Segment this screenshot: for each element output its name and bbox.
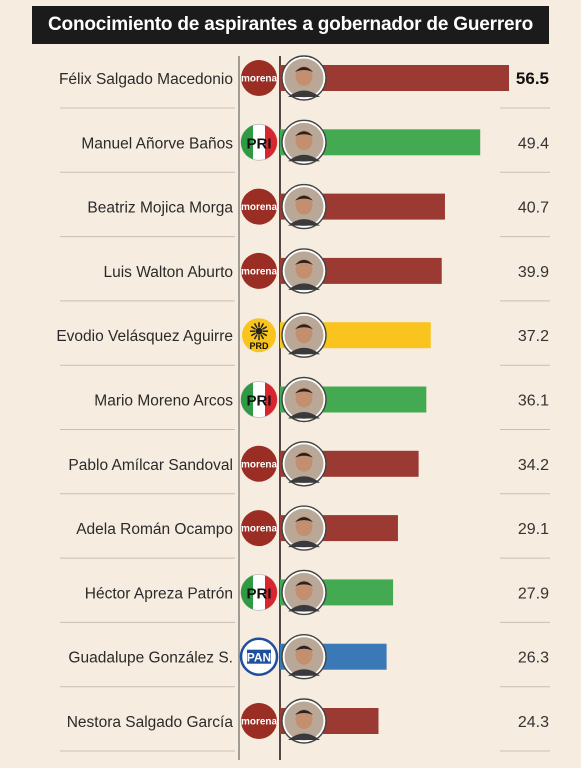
chart-title: Conocimiento de aspirantes a gobernador … (32, 6, 549, 44)
category-label: Adela Román Ocampo (76, 521, 233, 538)
category-label: Mario Moreno Arcos (94, 393, 233, 410)
morena-logo-icon: morena (241, 445, 278, 482)
svg-text:morena: morena (241, 459, 278, 470)
value-label: 40.7 (518, 200, 549, 217)
morena-logo-icon: morena (241, 188, 278, 225)
value-label: 56.5 (516, 69, 549, 88)
candidate-photo-icon (281, 634, 327, 680)
candidate-photo-icon (281, 248, 327, 294)
svg-text:PRI: PRI (246, 585, 271, 602)
pan-logo-icon: PAN (239, 637, 279, 676)
candidate-photo-icon (281, 376, 327, 423)
value-label: 49.4 (518, 135, 549, 152)
category-label: Manuel Añorve Baños (81, 135, 233, 152)
candidate-photo-icon (281, 119, 327, 166)
morena-logo-icon: morena (241, 510, 278, 547)
svg-text:PRI: PRI (246, 135, 271, 152)
candidate-photo-icon (281, 55, 327, 101)
value-label: 34.2 (518, 457, 549, 474)
candidate-photo-icon (281, 183, 327, 230)
pri-logo-icon: PRI (240, 123, 278, 161)
candidate-photo-icon (281, 505, 327, 551)
category-label: Luis Walton Aburto (103, 264, 233, 281)
pri-logo-icon: PRI (240, 574, 278, 611)
category-label: Félix Salgado Macedonio (59, 71, 233, 88)
svg-text:morena: morena (241, 202, 278, 213)
candidate-photo-icon (281, 698, 327, 744)
svg-text:morena: morena (241, 266, 278, 277)
category-label: Evodio Velásquez Aguirre (56, 328, 233, 345)
svg-text:PRD: PRD (249, 341, 269, 351)
svg-text:morena: morena (241, 717, 278, 728)
svg-text:PRI: PRI (246, 393, 271, 410)
category-label: Pablo Amílcar Sandoval (68, 457, 233, 474)
value-label: 29.1 (518, 521, 549, 538)
value-label: 24.3 (518, 714, 549, 731)
candidate-photo-icon (281, 312, 327, 358)
candidate-photo-icon (281, 441, 327, 487)
value-label: 39.9 (518, 264, 549, 281)
svg-text:morena: morena (241, 524, 278, 535)
morena-logo-icon: morena (241, 60, 278, 96)
svg-text:morena: morena (241, 74, 278, 85)
category-label: Beatriz Mojica Morga (87, 200, 233, 217)
value-label: 27.9 (518, 585, 549, 602)
category-label: Guadalupe González S. (68, 650, 233, 667)
svg-text:PAN: PAN (247, 651, 271, 665)
category-label: Nestora Salgado García (67, 714, 234, 731)
morena-logo-icon: morena (241, 703, 278, 739)
category-label: Héctor Apreza Patrón (85, 585, 233, 602)
value-label: 36.1 (518, 393, 549, 410)
value-label: 26.3 (518, 650, 549, 667)
value-label: 37.2 (518, 328, 549, 345)
morena-logo-icon: morena (241, 252, 278, 289)
prd-logo-icon: PRD (242, 318, 276, 353)
pri-logo-icon: PRI (240, 381, 278, 418)
candidate-photo-icon (281, 569, 327, 616)
